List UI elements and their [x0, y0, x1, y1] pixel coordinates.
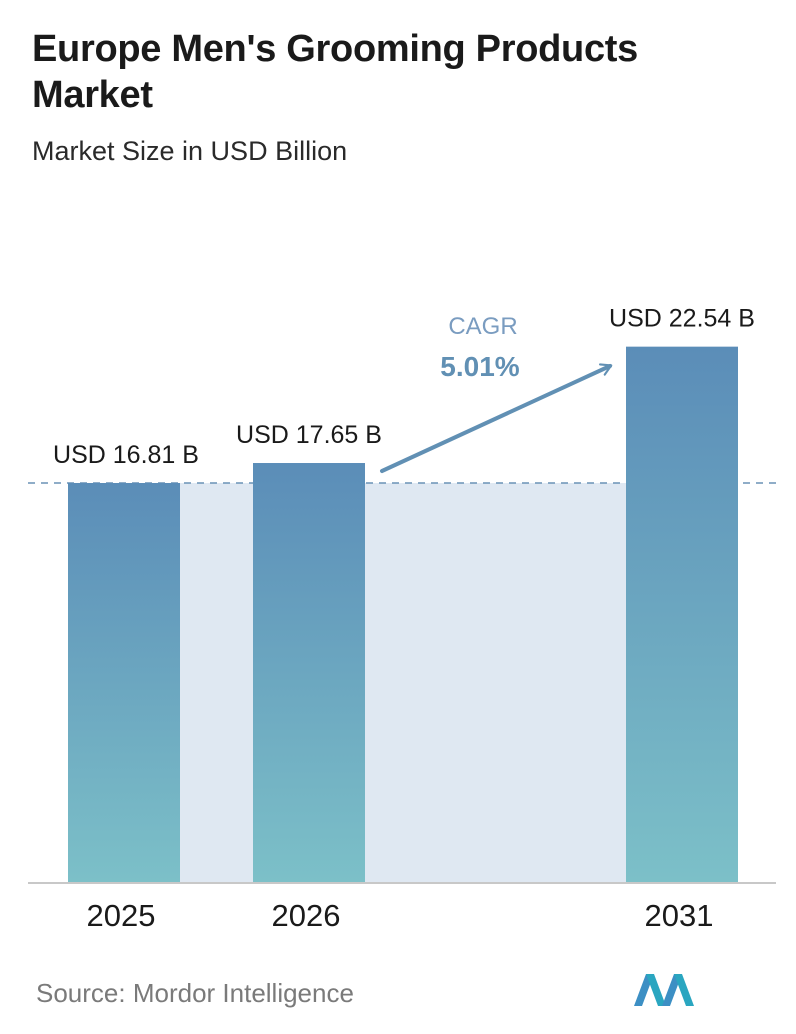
- value-label-2026: USD 17.65 B: [236, 421, 382, 449]
- cagr-arrow: [380, 363, 613, 473]
- value-labels: USD 16.81 B USD 17.65 B USD 22.54 B: [53, 305, 755, 469]
- cagr-value: 5.01%: [440, 351, 519, 382]
- x-tick-labels: 2025 2026 2031: [87, 898, 714, 933]
- bar-2031: [626, 346, 738, 883]
- bar-2026: [253, 463, 365, 883]
- chart-title: Europe Men's Grooming Products Market: [32, 28, 638, 116]
- value-label-2031: USD 22.54 B: [609, 305, 755, 333]
- x-tick-2025: 2025: [87, 898, 156, 933]
- x-tick-2031: 2031: [645, 898, 714, 933]
- mordor-intelligence-logo-icon: [634, 974, 694, 1006]
- chart-subtitle: Market Size in USD Billion: [32, 136, 348, 166]
- source-note: Source: Mordor Intelligence: [36, 978, 354, 1008]
- cagr-label: CAGR: [448, 313, 517, 340]
- bar-2025: [68, 483, 180, 883]
- x-tick-2026: 2026: [272, 898, 341, 933]
- value-label-2025: USD 16.81 B: [53, 441, 199, 469]
- bars: [68, 346, 738, 883]
